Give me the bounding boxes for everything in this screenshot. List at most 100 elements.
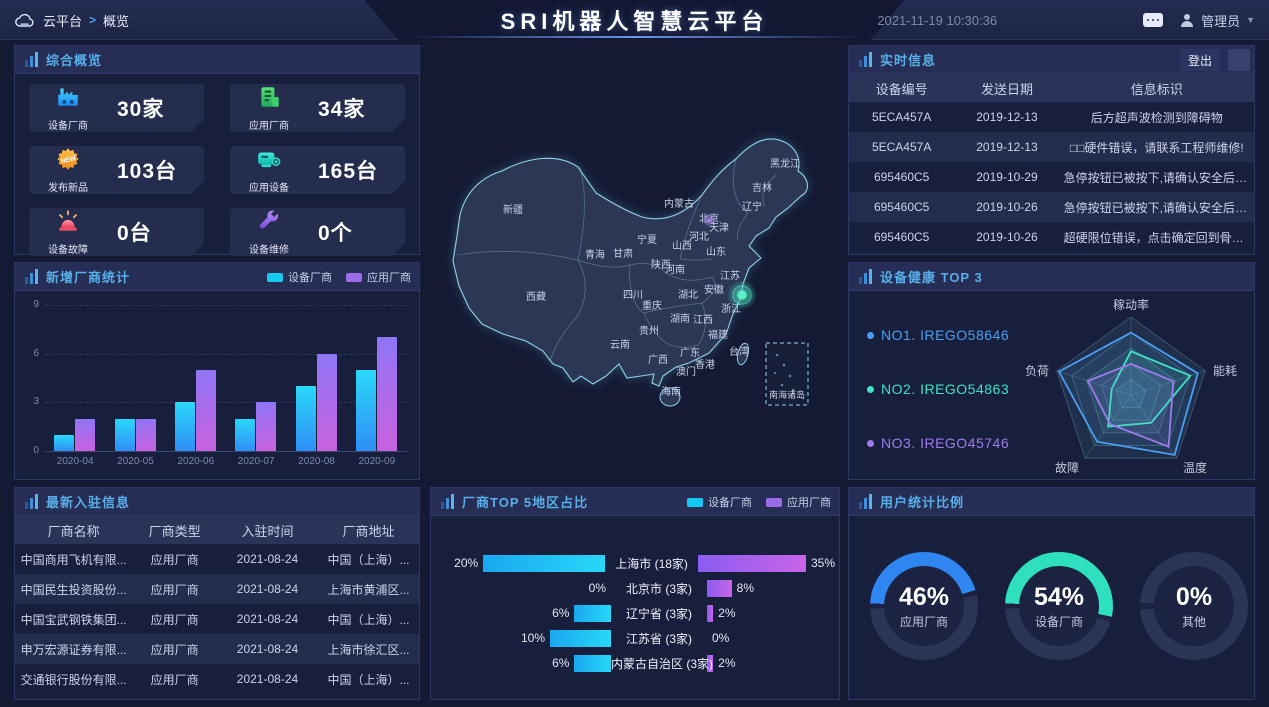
stat-value: 34家	[318, 98, 366, 121]
legend-dot-icon	[867, 385, 874, 393]
legend-label: 设备厂商	[288, 272, 332, 284]
y-axis-tick: 3	[33, 396, 39, 408]
stat-card-应用设备[interactable]: 应用设备 165台	[230, 146, 405, 194]
breadcrumb: 云平台 > 概览	[14, 0, 129, 40]
province-label-吉林[interactable]: 吉林	[752, 181, 772, 194]
message-icon[interactable]	[1143, 13, 1164, 27]
hainan-island[interactable]	[659, 387, 681, 407]
province-label-山东[interactable]: 山东	[706, 245, 726, 258]
radar-axis-label-故障: 故障	[1055, 460, 1079, 475]
table-cell: 申万宏源证券有限...	[15, 634, 133, 664]
left-value-label: 10%	[520, 631, 545, 645]
panel-bars-icon	[859, 494, 872, 509]
col-send-date: 发送日期	[954, 74, 1060, 102]
table-cell: 中国（上海）...	[327, 612, 410, 627]
logout-button[interactable]: 登出	[1179, 49, 1220, 71]
province-label-江苏[interactable]: 江苏	[720, 269, 740, 282]
table-cell: 应用厂商	[132, 574, 217, 604]
left-value-label: 0%	[588, 581, 606, 595]
donut-应用厂商: 46% 应用厂商	[870, 552, 978, 660]
province-label-黑龙江[interactable]: 黑龙江	[770, 157, 800, 170]
panel-user-ratio: 用户统计比例 46% 应用厂商 54% 设备厂商 0% 其他	[848, 487, 1255, 700]
stat-label: 设备故障	[48, 245, 88, 256]
shanghai-marker[interactable]	[737, 290, 747, 300]
province-label-澳门[interactable]: 澳门	[676, 365, 696, 378]
province-label-贵州[interactable]: 贵州	[639, 324, 659, 337]
panel-vendor-stats: 新增厂商统计 设备厂商 应用厂商 0 3 6 9 2020-04 2020-05 2020-0…	[14, 262, 420, 480]
province-label-新疆[interactable]: 新疆	[503, 203, 523, 216]
province-label-山西[interactable]: 山西	[672, 240, 692, 252]
right-value-label: 35%	[810, 556, 835, 570]
panel-realtime-title: 实时信息	[880, 53, 937, 68]
province-label-河北[interactable]: 河北	[689, 231, 709, 243]
stat-card-设备故障[interactable]: 设备故障 0台	[29, 208, 204, 256]
legend-item-应用厂商[interactable]: 应用厂商	[346, 269, 411, 285]
province-label-湖南[interactable]: 湖南	[670, 312, 690, 325]
province-label-内蒙古[interactable]: 内蒙古	[664, 197, 694, 210]
province-label-海南[interactable]: 海南	[661, 385, 681, 398]
stat-value: 0台	[117, 222, 152, 245]
province-label-青海[interactable]: 青海	[585, 248, 605, 261]
china-mainland-shape[interactable]	[452, 138, 808, 387]
table-cell: 2021-08-24	[216, 574, 318, 604]
province-label-宁夏[interactable]: 宁夏	[637, 233, 657, 246]
user-menu[interactable]: 管理员 ▼	[1179, 11, 1255, 30]
stat-card-设备维修[interactable]: 设备维修 0个	[230, 208, 405, 256]
legend-swatch	[267, 272, 283, 282]
page-title: SRI机器人智慧云平台	[500, 9, 769, 34]
col-device-id: 设备编号	[849, 74, 955, 102]
china-map[interactable]: 新疆西藏青海甘肃宁夏内蒙古黑龙江吉林辽宁北京天津河北山西山东陕西河南江苏安徽浙江…	[430, 45, 840, 480]
bar-应用厂商-2020-06	[195, 369, 216, 451]
breadcrumb-current[interactable]: 概览	[103, 13, 130, 29]
province-label-西藏[interactable]: 西藏	[526, 291, 546, 303]
panel-bars-icon	[25, 52, 38, 67]
table-cell: 2019-10-29	[976, 170, 1038, 184]
radar-legend-NO1. IREGO58646[interactable]: NO1. IREGO58646	[867, 327, 1009, 343]
radar-legend-NO2. IREGO54863[interactable]: NO2. IREGO54863	[867, 381, 1009, 397]
province-label-广西[interactable]: 广西	[648, 354, 668, 366]
donut-label: 其他	[1181, 614, 1206, 629]
province-label-福建[interactable]: 福建	[708, 328, 728, 341]
province-label-安徽[interactable]: 安徽	[704, 283, 724, 296]
province-label-甘肃[interactable]: 甘肃	[613, 247, 633, 260]
donut-label: 设备厂商	[1034, 614, 1083, 629]
stat-card-应用厂商[interactable]: 应用厂商 34家	[230, 84, 405, 132]
province-label-云南[interactable]: 云南	[610, 338, 630, 351]
province-label-辽宁[interactable]: 辽宁	[742, 200, 762, 213]
legend-item-设备厂商[interactable]: 设备厂商	[687, 494, 752, 510]
table-row: 5ECA457A 2019-12-13 后方超声波检测到障碍物	[849, 102, 1254, 132]
region-row-辽宁省 (3家): 6% 辽宁省 (3家) 2%	[439, 604, 835, 622]
radar-legend-NO3. IREGO45746[interactable]: NO3. IREGO45746	[867, 435, 1009, 451]
stat-card-设备厂商[interactable]: 设备厂商 30家	[29, 84, 204, 132]
table-cell: 交通银行股份有限...	[20, 672, 127, 687]
table-cell: 应用厂商	[150, 552, 199, 567]
province-label-河南[interactable]: 河南	[665, 263, 685, 276]
user-ratio-donuts: 46% 应用厂商 54% 设备厂商 0% 其他	[849, 516, 1254, 699]
province-label-湖北[interactable]: 湖北	[678, 289, 698, 301]
legend-item-应用厂商[interactable]: 应用厂商	[766, 494, 831, 510]
chevron-down-icon: ▼	[1246, 15, 1255, 25]
province-label-四川[interactable]: 四川	[623, 290, 643, 301]
legend-item-设备厂商[interactable]: 设备厂商	[267, 269, 332, 285]
stat-label: 设备厂商	[48, 121, 88, 132]
bar-应用厂商	[697, 554, 806, 572]
svg-text:NEW: NEW	[60, 155, 77, 165]
panel-action-button[interactable]	[1228, 49, 1250, 71]
province-label-广东[interactable]: 广东	[680, 346, 700, 359]
taiwan-island[interactable]	[735, 342, 750, 366]
province-label-香港[interactable]: 香港	[695, 359, 715, 371]
province-label-重庆[interactable]: 重庆	[642, 299, 662, 312]
province-label-台湾[interactable]: 台湾	[729, 345, 749, 358]
breadcrumb-root[interactable]: 云平台	[43, 13, 83, 29]
panel-latest-entries: 最新入驻信息 厂商名称 厂商类型 入驻时间 厂商地址 中国商用飞机有限... 应用…	[14, 487, 420, 700]
province-label-江西[interactable]: 江西	[693, 314, 713, 326]
table-cell: 中国（上海）...	[327, 672, 410, 687]
stat-card-发布新品[interactable]: NEW 发布新品 103台	[29, 146, 204, 194]
province-label-陕西[interactable]: 陕西	[651, 258, 671, 271]
right-value-label: 2%	[718, 656, 736, 670]
bar-应用厂商-2020-09	[376, 337, 397, 451]
realtime-table: 设备编号 发送日期 信息标识 5ECA457A 2019-12-13 后方超声波检测…	[849, 74, 1254, 252]
table-cell: 5ECA457A	[871, 110, 932, 124]
y-axis-tick: 6	[33, 347, 39, 359]
province-label-天津[interactable]: 天津	[709, 222, 729, 234]
